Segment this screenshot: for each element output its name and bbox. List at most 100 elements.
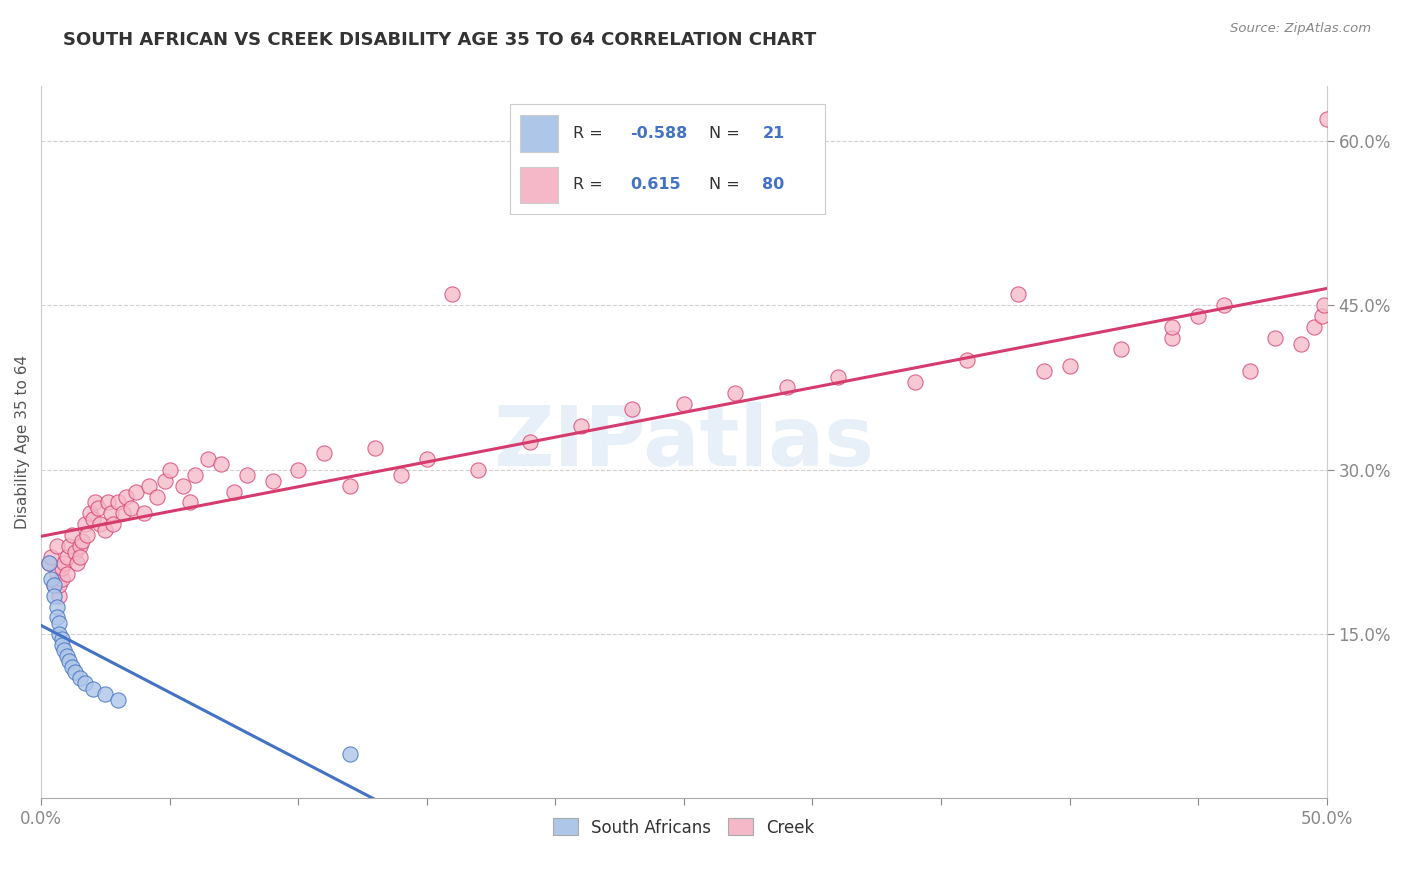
Point: [287, 462, 309, 476]
Point: [1007, 287, 1029, 301]
Point: [120, 500, 142, 515]
Point: [621, 402, 644, 417]
Point: [1239, 364, 1261, 378]
Point: [339, 747, 361, 762]
Point: [222, 484, 245, 499]
Point: [56, 550, 79, 565]
Point: [125, 484, 148, 499]
Point: [79, 507, 101, 521]
Point: [1264, 331, 1286, 345]
Point: [172, 479, 194, 493]
Point: [904, 375, 927, 389]
Point: [1302, 320, 1324, 334]
Point: [41, 572, 63, 586]
Point: [724, 386, 747, 401]
Point: [70, 533, 93, 548]
Point: [56, 648, 79, 663]
Point: [1212, 298, 1234, 312]
Point: [69, 671, 91, 685]
Point: [60, 659, 83, 673]
Point: [94, 523, 117, 537]
Point: [56, 566, 79, 581]
Point: [73, 676, 96, 690]
Point: [45, 599, 67, 614]
Point: [1310, 310, 1333, 324]
Point: [73, 517, 96, 532]
Point: [66, 556, 89, 570]
Point: [38, 556, 60, 570]
Point: [63, 545, 86, 559]
Point: [82, 512, 104, 526]
Point: [197, 451, 219, 466]
Point: [84, 495, 107, 509]
Point: [100, 507, 122, 521]
Point: [38, 556, 60, 570]
Point: [262, 474, 284, 488]
Point: [58, 654, 80, 668]
Point: [42, 577, 65, 591]
Point: [42, 577, 65, 591]
Point: [63, 665, 86, 680]
Point: [1161, 331, 1184, 345]
Point: [776, 380, 799, 394]
Point: [179, 495, 201, 509]
Point: [1316, 112, 1339, 127]
Point: [827, 369, 849, 384]
Point: [45, 610, 67, 624]
Point: [51, 638, 73, 652]
Point: [146, 490, 169, 504]
Point: [416, 451, 439, 466]
Point: [51, 572, 73, 586]
Point: [1109, 342, 1132, 356]
Point: [672, 397, 695, 411]
Point: [41, 550, 63, 565]
Point: [184, 468, 207, 483]
Legend: South Africans, Creek: South Africans, Creek: [547, 812, 821, 843]
Point: [89, 517, 111, 532]
Text: SOUTH AFRICAN VS CREEK DISABILITY AGE 35 TO 64 CORRELATION CHART: SOUTH AFRICAN VS CREEK DISABILITY AGE 35…: [63, 31, 817, 49]
Point: [76, 528, 98, 542]
Point: [1187, 310, 1209, 324]
Point: [389, 468, 412, 483]
Point: [1059, 359, 1081, 373]
Text: ZIPatlas: ZIPatlas: [494, 401, 875, 483]
Point: [153, 474, 176, 488]
Point: [339, 479, 361, 493]
Point: [1313, 298, 1336, 312]
Point: [60, 528, 83, 542]
Point: [1032, 364, 1054, 378]
Point: [132, 507, 155, 521]
Point: [94, 687, 117, 701]
Point: [159, 462, 181, 476]
Point: [82, 681, 104, 696]
Point: [101, 517, 124, 532]
Point: [1161, 320, 1184, 334]
Point: [956, 353, 979, 368]
Point: [312, 446, 335, 460]
Point: [112, 507, 135, 521]
Point: [45, 566, 67, 581]
Point: [48, 615, 70, 630]
Point: [519, 435, 541, 450]
Point: [42, 589, 65, 603]
Point: [51, 561, 73, 575]
Point: [45, 539, 67, 553]
Point: [69, 550, 91, 565]
Point: [115, 490, 138, 504]
Point: [69, 539, 91, 553]
Point: [48, 627, 70, 641]
Point: [138, 479, 160, 493]
Point: [441, 287, 464, 301]
Point: [209, 457, 232, 471]
Point: [53, 556, 76, 570]
Point: [107, 495, 129, 509]
Point: [467, 462, 489, 476]
Y-axis label: Disability Age 35 to 64: Disability Age 35 to 64: [15, 355, 30, 529]
Point: [569, 418, 592, 433]
Point: [236, 468, 259, 483]
Point: [97, 495, 120, 509]
Point: [364, 441, 387, 455]
Point: [86, 500, 108, 515]
Text: Source: ZipAtlas.com: Source: ZipAtlas.com: [1230, 22, 1371, 36]
Point: [58, 539, 80, 553]
